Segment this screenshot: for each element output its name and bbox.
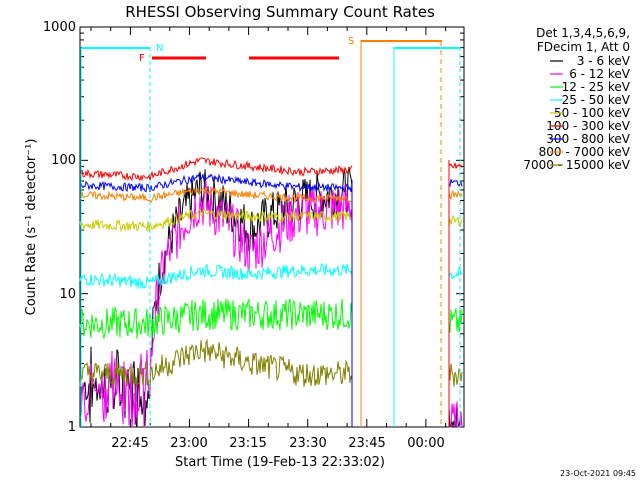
x-tick-label: 23:15 [229,436,266,451]
y-tick-label-100: 100 [51,153,76,168]
legend-label: 300 - 800 keV [546,132,630,146]
y-tick-label-1: 1 [68,420,76,435]
x-axis-label: Start Time (19-Feb-13 22:33:02) [175,455,385,470]
y-tick-label-10: 10 [59,287,76,302]
legend-label: 25 - 50 keV [562,93,631,107]
legend-header-line1: Det 1,3,4,5,6,9, [536,26,630,40]
legend-label: 7000 - 15000 keV [523,158,630,172]
legend-label: 3 - 6 keV [577,54,631,68]
legend-label: 12 - 25 keV [562,80,631,94]
legend-label: 6 - 12 keV [569,67,631,81]
x-tick-label: 23:30 [289,436,326,451]
marker-f: F [139,53,145,64]
series-line [79,208,463,232]
series-line [79,298,463,340]
x-tick-label: 22:45 [111,436,148,451]
plot-frame [79,26,465,428]
legend-label: 800 - 7000 keV [539,145,631,159]
x-tick-label: 23:45 [348,436,385,451]
series-line [79,157,463,182]
legend-header-line2: FDecim 1, Att 0 [537,40,630,54]
plot-content [79,27,464,428]
y-tick-label-1000: 1000 [43,20,76,35]
legend-label: 50 - 100 keV [554,106,631,120]
series-line [79,186,463,204]
chart-title: RHESSI Observing Summary Count Rates [125,3,435,21]
marker-n: N [156,43,163,54]
x-tick-label: 23:00 [170,436,207,451]
y-axis-label: Count Rate (s⁻¹ detector⁻¹) [24,139,39,316]
legend-label: 100 - 300 keV [546,119,630,133]
marker-s: S [348,36,354,47]
series-line [79,166,463,428]
series-line [79,172,463,193]
x-tick-label: 00:00 [407,436,444,451]
series-line [79,262,463,290]
footer-date: 23-Oct-2021 09:45 [560,469,636,478]
